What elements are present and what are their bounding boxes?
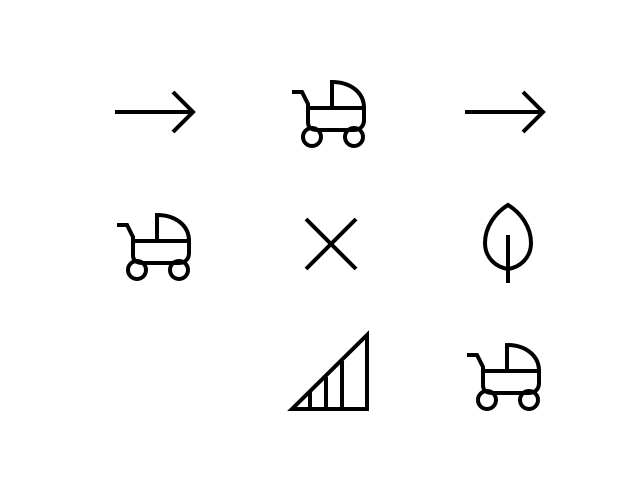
arrow-right-icon bbox=[105, 62, 205, 162]
signal-strength-icon bbox=[280, 325, 380, 425]
leaf-icon bbox=[455, 195, 555, 295]
baby-carriage-icon bbox=[455, 325, 555, 425]
arrow-right-icon bbox=[455, 62, 555, 162]
empty-cell bbox=[105, 325, 205, 425]
baby-carriage-icon bbox=[280, 62, 380, 162]
baby-carriage-icon bbox=[105, 195, 205, 295]
close-icon bbox=[280, 195, 380, 295]
